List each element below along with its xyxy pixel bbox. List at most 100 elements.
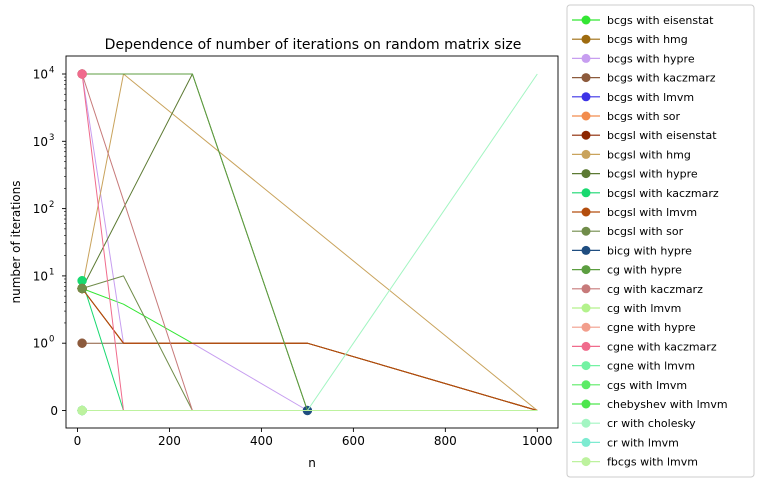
legend-label: bcgs with hypre	[607, 52, 695, 65]
plot-frame	[65, 55, 559, 429]
legend-label: bicg with hypre	[607, 244, 692, 257]
y-tick-exponent: 4	[49, 66, 54, 76]
plot-area	[66, 56, 558, 428]
legend-marker	[581, 265, 591, 275]
legend-marker	[581, 34, 591, 44]
x-tick-label: 600	[342, 434, 365, 448]
legend-frame	[566, 4, 755, 478]
y-tick-label: 10	[33, 135, 48, 149]
x-tick-label: 800	[434, 434, 457, 448]
series-23	[77, 405, 538, 416]
x-tick-label: 400	[250, 434, 273, 448]
legend-marker	[581, 437, 591, 447]
legend-item: chebyshev with lmvm	[572, 398, 728, 411]
series-point	[77, 283, 87, 294]
series-point	[77, 69, 87, 79]
legend-item: cgne with lmvm	[572, 360, 695, 373]
legend-marker	[581, 284, 591, 294]
legend-item: cg with lmvm	[572, 302, 681, 315]
legend-marker	[581, 418, 591, 428]
legend-label: bcgsl with lmvm	[607, 206, 697, 219]
legend-marker	[581, 149, 591, 159]
legend-item: bcgs with lmvm	[572, 91, 694, 104]
legend-item: cgne with kaczmarz	[572, 340, 717, 353]
legend-marker	[581, 361, 591, 371]
legend-marker	[581, 399, 591, 409]
legend-item: bcgs with kaczmarz	[572, 72, 716, 85]
legend-item: cgs with lmvm	[572, 379, 687, 392]
legend-items: bcgs with eisenstat bcgs with hmg bcgs wit…	[572, 14, 728, 469]
legend-marker	[581, 53, 591, 63]
x-tick-label: 1000	[522, 434, 553, 448]
legend-item: bicg with hypre	[572, 244, 692, 257]
legend-marker	[581, 15, 591, 25]
legend-item: cr with cholesky	[572, 417, 696, 430]
legend-marker	[581, 303, 591, 313]
legend-marker	[581, 245, 591, 255]
legend-label: cgne with hypre	[607, 321, 696, 334]
legend-label: bcgsl with eisenstat	[607, 129, 717, 142]
legend-marker	[581, 130, 591, 140]
legend-label: fbcgs with lmvm	[607, 456, 698, 469]
legend-label: bcgsl with sor	[607, 225, 684, 238]
y-tick-label: 10	[33, 68, 48, 82]
legend-item: bcgsl with hmg	[572, 148, 691, 161]
legend-label: bcgs with hmg	[607, 33, 688, 46]
legend-item: bcgs with hmg	[572, 33, 688, 46]
series-layer	[77, 69, 538, 416]
series-point	[77, 405, 87, 416]
legend-item: bcgsl with eisenstat	[572, 129, 717, 142]
legend-item: fbcgs with lmvm	[572, 456, 698, 469]
series-line	[81, 288, 538, 411]
legend-item: bcgsl with kaczmarz	[572, 187, 719, 200]
x-axis-ticks: 0 200 400 600 800 1000	[74, 428, 553, 448]
legend-marker	[581, 188, 591, 198]
legend-label: bcgsl with kaczmarz	[607, 187, 719, 200]
legend-label: bcgs with eisenstat	[607, 14, 714, 27]
legend-item: bcgs with hypre	[572, 52, 695, 65]
legend-label: cgs with lmvm	[607, 379, 687, 392]
legend-item: cr with lmvm	[572, 436, 679, 449]
y-tick-exponent: 1	[49, 267, 54, 277]
legend-item: cg with kaczmarz	[572, 283, 703, 296]
legend-label: chebyshev with lmvm	[607, 398, 728, 411]
legend-marker	[581, 207, 591, 217]
y-tick-exponent: 2	[49, 200, 54, 210]
legend-label: bcgs with lmvm	[607, 91, 694, 104]
legend: bcgs with eisenstat bcgs with hmg bcgs wit…	[566, 4, 755, 478]
y-tick-exponent: 0	[49, 335, 54, 345]
legend-label: cr with lmvm	[607, 436, 679, 449]
legend-label: bcgs with sor	[607, 110, 681, 123]
legend-marker	[581, 73, 591, 83]
legend-item: bcgsl with hypre	[572, 168, 698, 181]
legend-marker	[581, 111, 591, 121]
x-axis-label: n	[308, 456, 316, 470]
x-tick-label: 0	[74, 434, 82, 448]
legend-label: cgne with lmvm	[607, 360, 695, 373]
legend-item: bcgsl with sor	[572, 225, 684, 238]
legend-marker	[581, 169, 591, 179]
legend-label: cr with cholesky	[607, 417, 696, 430]
y-tick-label: 10	[33, 269, 48, 283]
legend-marker	[581, 380, 591, 390]
legend-item: cgne with hypre	[572, 321, 696, 334]
legend-marker	[581, 226, 591, 236]
y-tick-label: 0	[50, 404, 58, 418]
legend-label: bcgsl with hmg	[607, 148, 691, 161]
y-tick-label: 10	[33, 337, 48, 351]
legend-marker	[581, 341, 591, 351]
y-tick-label: 10	[33, 202, 48, 216]
legend-marker	[581, 92, 591, 102]
legend-marker	[581, 457, 591, 467]
legend-label: cg with kaczmarz	[607, 283, 703, 296]
y-axis-label: number of iterations	[9, 181, 23, 304]
legend-label: cg with lmvm	[607, 302, 681, 315]
legend-item: cg with hypre	[572, 264, 682, 277]
legend-label: bcgsl with hypre	[607, 168, 698, 181]
y-tick-exponent: 3	[49, 133, 54, 143]
x-tick-label: 200	[158, 434, 181, 448]
legend-label: bcgs with kaczmarz	[607, 72, 716, 85]
legend-label: cg with hypre	[607, 264, 682, 277]
